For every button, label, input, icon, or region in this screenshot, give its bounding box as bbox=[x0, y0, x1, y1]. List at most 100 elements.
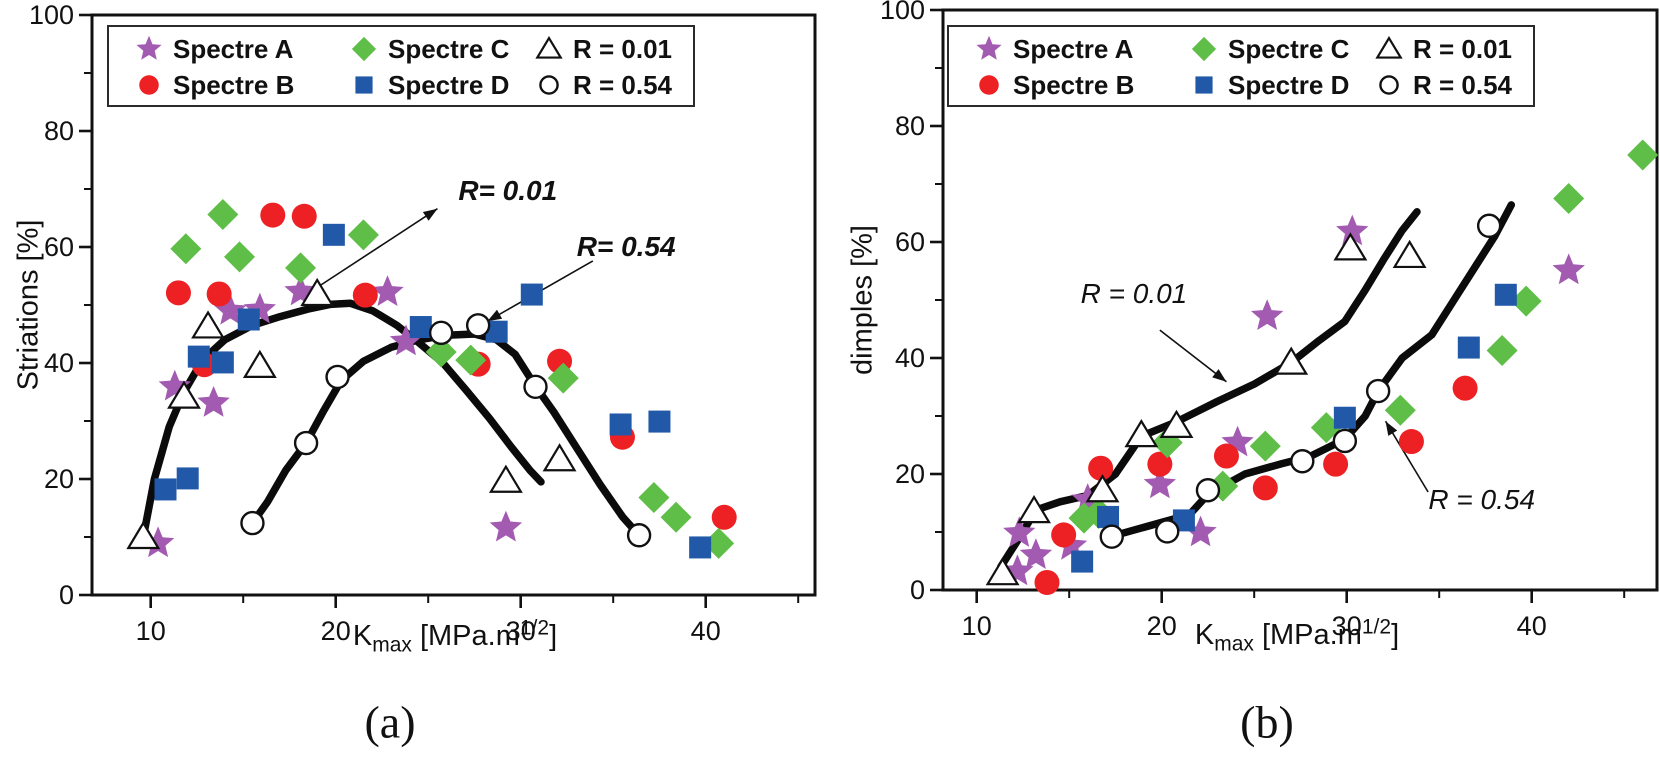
x-tick-label: 20 bbox=[1147, 611, 1177, 641]
legend-r-0-01-glyph bbox=[1375, 35, 1403, 59]
r-0-54-point bbox=[523, 374, 548, 399]
y-tick-label: 20 bbox=[895, 459, 925, 489]
spectre-b-point bbox=[260, 202, 286, 228]
r-0-54-point bbox=[1290, 449, 1315, 474]
annotation-r-0-01: R = 0.01 bbox=[1080, 278, 1188, 310]
r-0-01-point bbox=[167, 380, 201, 409]
r-0-54-point bbox=[626, 523, 652, 548]
spectre-b-point bbox=[1452, 375, 1478, 401]
spectre-c-point bbox=[1553, 183, 1585, 214]
spectre-c-point bbox=[1627, 139, 1659, 171]
r-0-01-point bbox=[1392, 239, 1427, 269]
legend-item-label: Spectre A bbox=[1013, 34, 1134, 64]
y-tick-label: 60 bbox=[895, 227, 925, 257]
spectre-d-point bbox=[187, 345, 210, 368]
r-0-54-point bbox=[1155, 519, 1180, 544]
legend-r-0-01-icon bbox=[535, 35, 563, 59]
spectre-c-point bbox=[660, 501, 692, 533]
legend-item-label: Spectre C bbox=[1228, 34, 1350, 64]
r-0-54-point bbox=[240, 510, 265, 536]
r-0-01-point bbox=[126, 520, 161, 550]
spectre-d-point bbox=[1494, 283, 1517, 306]
annotation-r-0-54: R= 0.54 bbox=[576, 231, 676, 262]
r-0-01-point bbox=[191, 310, 225, 339]
x-axis-symbol: K bbox=[1194, 618, 1215, 651]
spectre-c-point bbox=[170, 233, 202, 265]
legend-item-label: Spectre D bbox=[1228, 70, 1350, 100]
spectre-b-point bbox=[1051, 522, 1077, 548]
spectre-a-point bbox=[489, 510, 523, 542]
y-tick-label: 20 bbox=[44, 464, 74, 494]
spectre-d-point bbox=[1333, 406, 1356, 429]
y-tick-label: 40 bbox=[895, 343, 925, 373]
r-0-54-point bbox=[1099, 524, 1124, 549]
x-axis-unit: [MPa.m bbox=[411, 619, 520, 652]
y-tick-label: 80 bbox=[895, 111, 925, 141]
spectre-d-point bbox=[1457, 336, 1480, 359]
spectre-a-point bbox=[1251, 299, 1284, 330]
spectre-d-point bbox=[322, 223, 345, 246]
r-0-01-point bbox=[1159, 409, 1194, 438]
legend-r-0-54-icon bbox=[1379, 75, 1399, 95]
spectre-d-point bbox=[520, 283, 543, 306]
legend-item-label: R = 0.01 bbox=[573, 34, 673, 64]
spectre-b-point bbox=[1323, 451, 1349, 477]
x-axis-subscript: max bbox=[1214, 632, 1254, 656]
y-tick-label: 80 bbox=[44, 116, 74, 146]
legend-r-0-54-glyph bbox=[1379, 75, 1399, 95]
annotation-arrowhead bbox=[1212, 369, 1227, 382]
spectre-d-point bbox=[409, 316, 432, 339]
spectre-b-point bbox=[352, 282, 378, 308]
x-axis-superscript: 1/2 bbox=[1361, 615, 1392, 639]
r-0-01-point bbox=[1333, 232, 1368, 261]
spectre-b-point bbox=[1147, 451, 1173, 477]
legend-spectre-c-glyph bbox=[351, 36, 377, 62]
spectre-d-point bbox=[211, 351, 234, 374]
r-0-01-point bbox=[242, 349, 277, 378]
x-axis-subscript: max bbox=[372, 633, 412, 657]
legend-spectre-a-icon bbox=[136, 35, 162, 60]
x-tick-label: 30 bbox=[506, 616, 536, 646]
spectre-c-point bbox=[224, 241, 255, 273]
spectre-d-point bbox=[154, 478, 177, 501]
legend-item-label: Spectre D bbox=[388, 70, 510, 100]
x-tick-label: 10 bbox=[962, 611, 992, 641]
y-tick-label: 60 bbox=[44, 232, 74, 262]
r-0-01-point bbox=[300, 277, 335, 307]
annotation-r-0-54: R = 0.54 bbox=[1428, 484, 1536, 516]
legend-a: Spectre A Spectre B Spectre C Spectre D R = … bbox=[107, 25, 695, 107]
spectre-a-point bbox=[1003, 516, 1036, 547]
r-0-01-point bbox=[985, 557, 1020, 586]
spectre-c-point bbox=[425, 336, 457, 368]
r-0-54-point bbox=[325, 364, 350, 390]
panel-label-b: (b) bbox=[1240, 696, 1294, 748]
spectre-c-point bbox=[1486, 334, 1518, 366]
r-0-54-point bbox=[465, 313, 491, 338]
spectre-a-point bbox=[389, 324, 423, 356]
panel-label-a: (a) bbox=[364, 696, 416, 748]
spectre-a-point bbox=[371, 275, 404, 306]
spectre-c-point bbox=[1510, 285, 1542, 317]
spectre-d-point bbox=[237, 308, 260, 331]
y-tick-label: 0 bbox=[59, 580, 74, 610]
spectre-b-point bbox=[1034, 569, 1060, 595]
legend-r-0-01-icon bbox=[1375, 35, 1403, 59]
spectre-c-point bbox=[285, 252, 317, 284]
spectre-a-point bbox=[197, 386, 230, 417]
legend-r-0-01-glyph bbox=[535, 35, 563, 59]
r-0-01-point bbox=[1085, 474, 1120, 503]
spectre-b-point bbox=[1088, 455, 1114, 481]
legend-spectre-d-glyph bbox=[355, 76, 373, 94]
annotation-arrowhead bbox=[1385, 421, 1398, 436]
curve-r-0-01-fit bbox=[997, 208, 1421, 571]
legend-b: Spectre A Spectre B Spectre C Spectre D R = … bbox=[947, 25, 1535, 107]
panel-b bbox=[930, 8, 1659, 603]
spectre-b-point bbox=[1398, 429, 1424, 455]
spectre-d-point bbox=[609, 413, 632, 436]
spectre-c-point bbox=[638, 482, 670, 514]
spectre-b-point bbox=[165, 280, 191, 306]
spectre-b-point bbox=[206, 281, 232, 307]
x-axis-unit-close: ] bbox=[1391, 618, 1400, 651]
legend-spectre-c-icon bbox=[351, 36, 377, 62]
